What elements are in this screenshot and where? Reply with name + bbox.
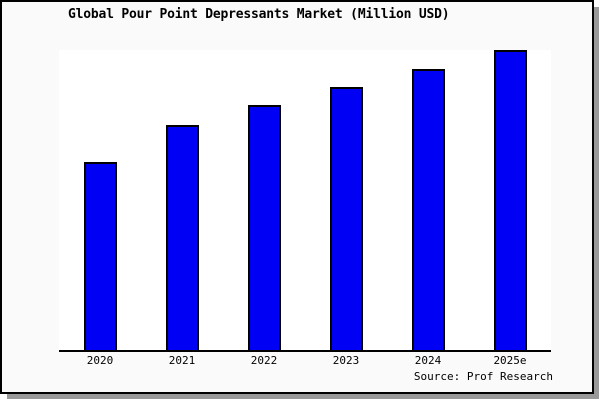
bar-2023 bbox=[330, 87, 363, 350]
bar-2025e bbox=[494, 50, 527, 350]
x-tick-label-2021: 2021 bbox=[168, 354, 196, 367]
bar-2021 bbox=[166, 125, 199, 350]
chart-title: Global Pour Point Depressants Market (Mi… bbox=[68, 7, 450, 22]
x-axis-labels: 2020 2021 2022 2023 2024 2025e bbox=[59, 354, 551, 370]
x-tick-label-2024: 2024 bbox=[414, 354, 442, 367]
x-tick-label-2025e: 2025e bbox=[493, 354, 527, 367]
chart-frame: Global Pour Point Depressants Market (Mi… bbox=[0, 0, 594, 394]
source-credit: Source: Prof Research bbox=[413, 370, 553, 383]
plot-area bbox=[59, 50, 551, 352]
bar-2020 bbox=[84, 162, 117, 350]
bar-2024 bbox=[412, 69, 445, 350]
x-tick-label-2023: 2023 bbox=[332, 354, 360, 367]
x-tick-label-2020: 2020 bbox=[86, 354, 114, 367]
bar-2022 bbox=[248, 105, 281, 350]
x-tick-label-2022: 2022 bbox=[250, 354, 278, 367]
